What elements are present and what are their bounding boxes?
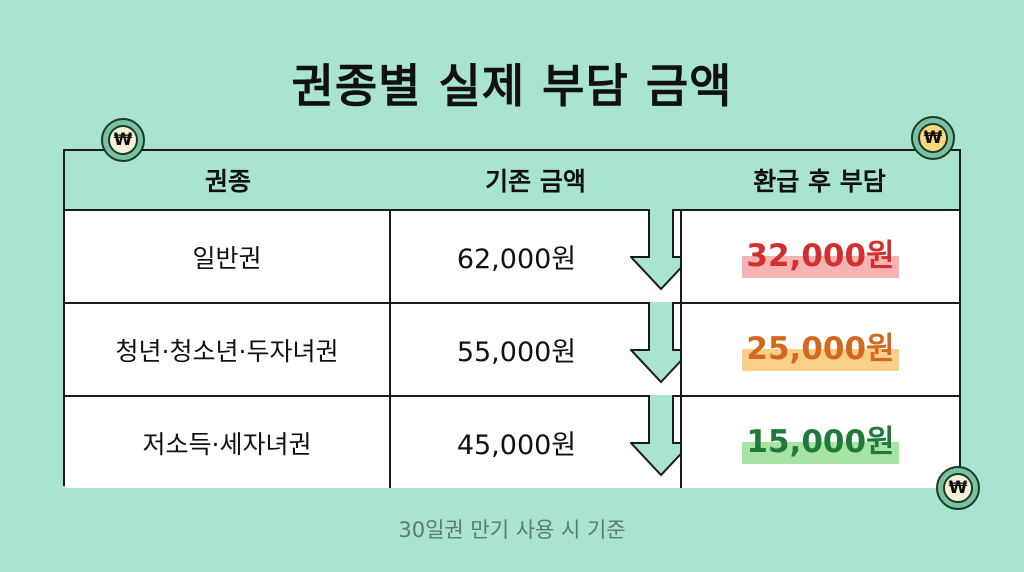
won-coin-icon: ₩ [101,118,145,162]
down-arrow-icon [630,395,692,477]
down-arrow-icon [630,302,692,384]
original-amount-cell: 62,000원 [391,209,642,302]
after-refund-amount: 32,000원 [742,241,899,278]
ticket-type-cell: 청년·청소년·두자녀권 [65,302,391,395]
down-arrow-icon [630,209,692,291]
amount-highlight [742,442,899,464]
amount-highlight [742,256,899,278]
after-refund-cell: 15,000원 [680,395,959,488]
ticket-type-cell: 일반권 [65,209,391,302]
won-coin-icon: ₩ [911,116,955,160]
after-refund-cell: 32,000원 [680,209,959,302]
original-amount-cell: 45,000원 [391,395,642,488]
fare-table: 권종 기존 금액 환급 후 부담 일반권 62,000원 32,000원 청년·… [63,149,961,488]
header-after-refund: 환급 후 부담 [753,167,886,196]
amount-highlight [742,349,899,371]
header-ticket-type: 권종 [204,167,251,196]
table-row: 청년·청소년·두자녀권 55,000원 25,000원 [65,302,959,395]
won-coin-icon: ₩ [936,466,980,510]
ticket-type-cell: 저소득·세자녀권 [65,395,391,488]
after-refund-cell: 25,000원 [680,302,959,395]
table-row: 일반권 62,000원 32,000원 [65,209,959,302]
footnote: 30일권 만기 사용 시 기준 [398,518,626,542]
original-amount-cell: 55,000원 [391,302,642,395]
table-row: 저소득·세자녀권 45,000원 15,000원 [65,395,959,488]
header-original-amount: 기존 금액 [485,167,586,196]
after-refund-amount: 25,000원 [742,334,899,371]
page-title: 권종별 실제 부담 금액 [291,59,733,113]
after-refund-amount: 15,000원 [742,427,899,464]
